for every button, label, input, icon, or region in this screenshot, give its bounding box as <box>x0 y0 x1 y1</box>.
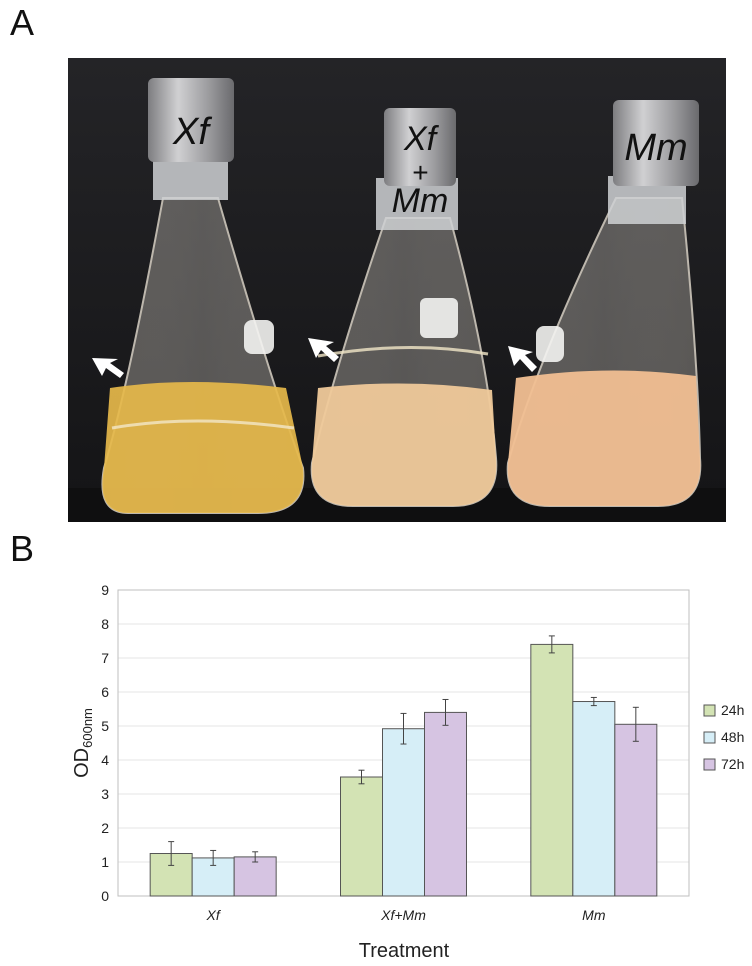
flask-arrow <box>508 346 537 372</box>
flask-label-patch <box>244 320 274 354</box>
bar-Xf-72h <box>233 856 277 897</box>
flask-label-patch <box>420 298 458 338</box>
panel-label-b: B <box>10 528 35 569</box>
legend-label-72h: 72h <box>721 756 744 772</box>
flask-cap <box>613 100 699 186</box>
flask-medium <box>311 383 497 506</box>
flask-cap <box>384 108 456 186</box>
flask-xf-mm-label-line1: Xf <box>403 120 440 158</box>
bar-Xf+Mm-24h <box>340 776 383 897</box>
y-tick-label: 0 <box>101 888 109 904</box>
x-categories: Xf Xf+Mm Mm <box>206 907 606 923</box>
panel-label-a: A <box>10 2 35 43</box>
error-bar-Xf-48h <box>210 849 217 866</box>
y-tick-label: 3 <box>101 786 109 802</box>
flask-photo: Xf Xf + Mm Mm <box>68 58 726 522</box>
category-label: Mm <box>582 907 606 923</box>
flask-medium <box>507 370 701 506</box>
y-tick-label: 9 <box>101 582 109 598</box>
error-bar-Xf+Mm-72h <box>442 698 449 726</box>
error-bar-Mm-24h <box>548 635 555 654</box>
category-label: Xf+Mm <box>380 907 426 923</box>
flask-tape <box>376 178 458 230</box>
y-tick-label: 6 <box>101 684 109 700</box>
y-tick-label: 5 <box>101 718 109 734</box>
y-axis-title-main: OD <box>71 748 93 778</box>
bar-Mm-48h <box>572 701 616 897</box>
legend-swatch-72h <box>703 758 716 771</box>
flask-xf-mm-label-line2: + <box>412 157 428 188</box>
bar-Mm-72h <box>614 723 658 897</box>
od-bar-chart: 0 1 2 3 4 5 6 7 8 9 Xf Xf+Mm Mm OD600nm Treatment 2… <box>71 582 744 962</box>
flask-xf-mm-label-line3: Mm <box>392 182 449 220</box>
y-axis-title-sub: 600nm <box>80 708 95 748</box>
y-tick-label: 7 <box>101 650 109 666</box>
flask-tape <box>153 158 228 200</box>
flask-xf-mm: Xf + Mm <box>308 108 498 507</box>
flask-cap <box>148 78 234 162</box>
error-bar-Mm-48h <box>590 696 597 707</box>
bar-Xf+Mm-48h <box>382 728 425 897</box>
y-axis-title: OD600nm <box>71 708 95 778</box>
flask-ring <box>111 419 295 430</box>
flask-mm-label: Mm <box>624 127 687 169</box>
y-tick-label: 2 <box>101 820 109 836</box>
category-label: Xf <box>206 907 222 923</box>
flask-xf: Xf <box>92 78 305 514</box>
legend-label-24h: 24h <box>721 702 744 718</box>
bar-Xf+Mm-72h <box>424 711 467 897</box>
error-bar-Xf+Mm-24h <box>358 769 365 785</box>
flask-arrow <box>308 338 339 362</box>
bars <box>149 635 658 897</box>
y-tick-label: 8 <box>101 616 109 632</box>
x-axis-title: Treatment <box>359 940 450 962</box>
y-ticks: 0 1 2 3 4 5 6 7 8 9 <box>101 582 109 904</box>
flask-arrow <box>92 358 124 378</box>
y-tick-label: 4 <box>101 752 109 768</box>
flask-medium <box>102 382 304 513</box>
legend-swatch-24h <box>703 704 716 717</box>
error-bar-Xf-24h <box>168 841 175 866</box>
y-tick-label: 1 <box>101 854 109 870</box>
error-bar-Mm-72h <box>632 706 639 742</box>
error-bar-Xf-72h <box>252 851 259 863</box>
flask-mm: Mm <box>506 100 702 507</box>
legend-swatch-48h <box>703 731 716 744</box>
legend: 24h 48h 72h <box>703 702 744 772</box>
legend-label-48h: 48h <box>721 729 744 745</box>
flask-label-patch <box>536 326 564 362</box>
flask-ring <box>317 346 489 358</box>
flask-xf-label: Xf <box>172 111 212 153</box>
bar-Mm-24h <box>530 643 574 897</box>
error-bar-Xf+Mm-48h <box>400 712 407 745</box>
